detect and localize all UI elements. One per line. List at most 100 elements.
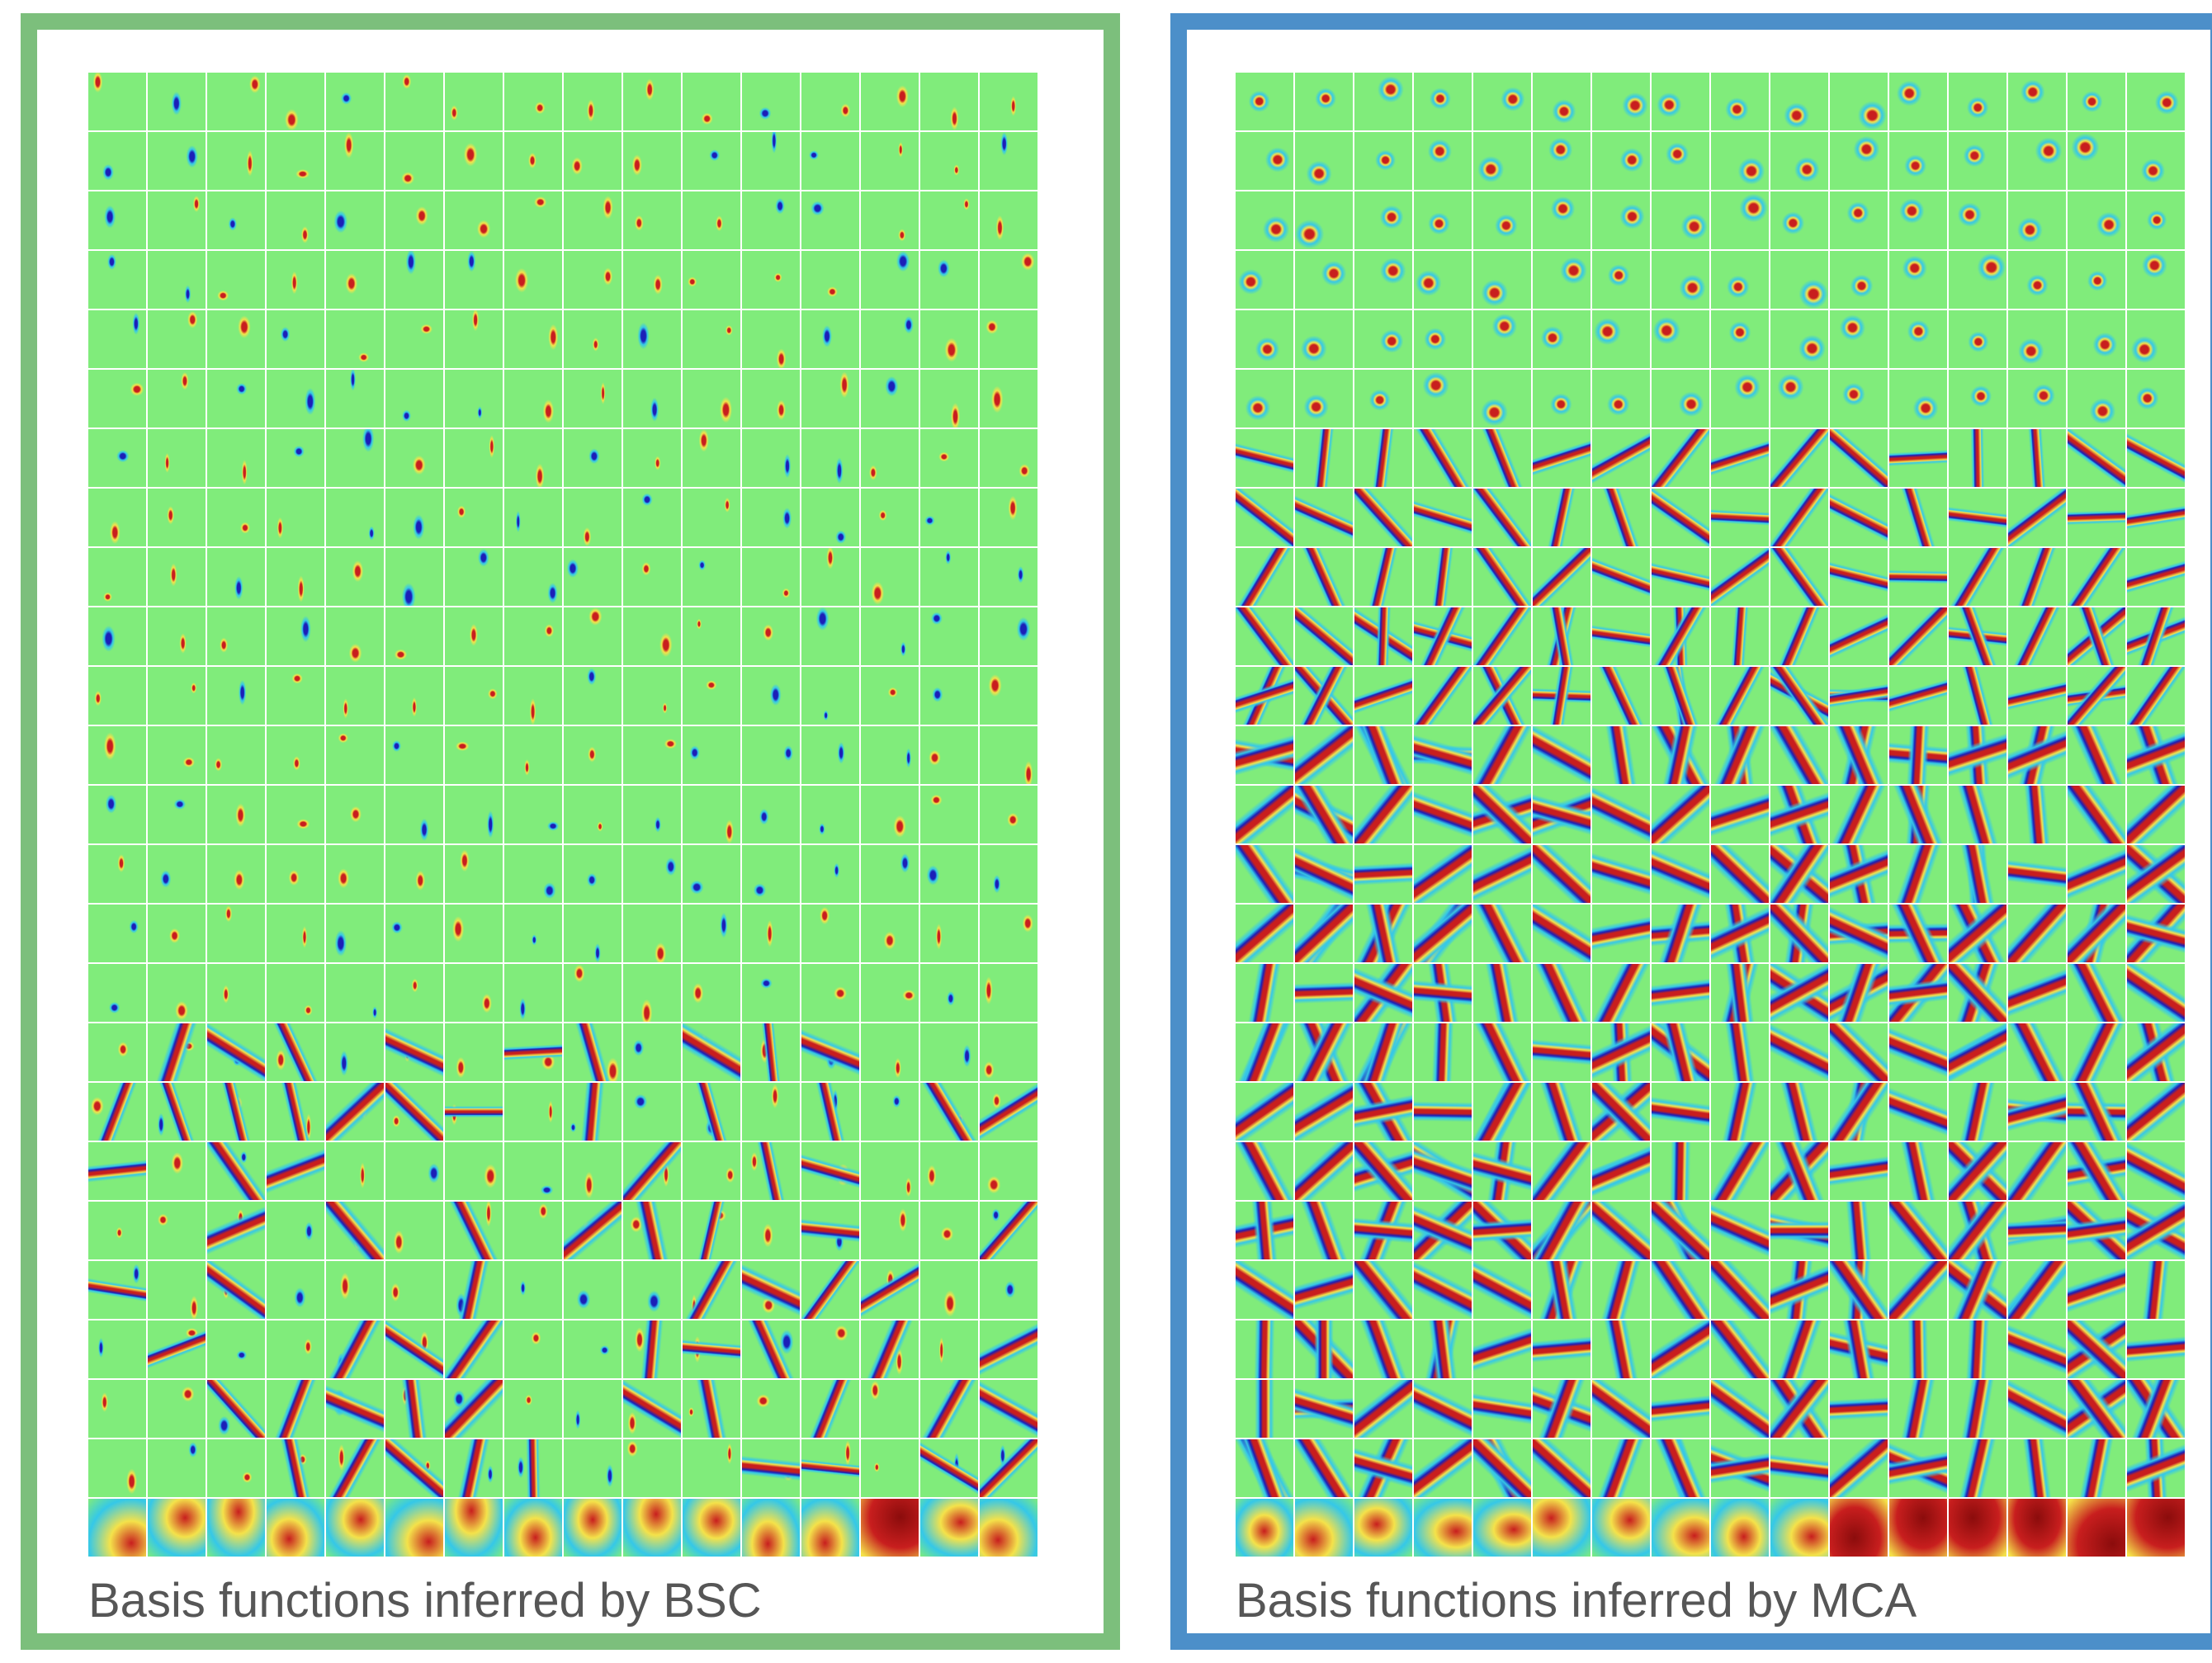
basis-function-tile [742, 726, 800, 784]
basis-function-tile [385, 489, 443, 546]
basis-function-tile [801, 310, 859, 368]
basis-function-tile [742, 1499, 800, 1557]
basis-function-tile [920, 489, 978, 546]
basis-function-tile [207, 73, 265, 130]
basis-function-tile [2008, 726, 2066, 784]
basis-function-tile [564, 964, 622, 1022]
basis-function-tile [1652, 607, 1709, 665]
basis-function-tile [2068, 1023, 2125, 1081]
basis-function-tile [326, 310, 384, 368]
basis-function-tile [1236, 1083, 1293, 1141]
basis-function-tile [980, 1439, 1037, 1497]
basis-function-tile [385, 1320, 443, 1378]
basis-function-tile [683, 1261, 740, 1319]
basis-function-tile [2127, 489, 2185, 546]
basis-function-tile [1354, 1439, 1412, 1497]
basis-function-tile [1414, 370, 1472, 428]
basis-function-tile [148, 607, 206, 665]
basis-function-tile [148, 73, 206, 130]
basis-function-tile [1949, 489, 2006, 546]
basis-function-tile [1949, 370, 2006, 428]
basis-function-tile [445, 429, 503, 487]
basis-function-tile [2127, 73, 2185, 130]
basis-function-tile [207, 1439, 265, 1497]
basis-function-tile [148, 667, 206, 725]
basis-function-tile [1889, 607, 1947, 665]
basis-function-tile [801, 1083, 859, 1141]
basis-function-tile [1533, 191, 1590, 249]
basis-function-tile [683, 845, 740, 903]
basis-function-tile [445, 548, 503, 606]
basis-function-tile [861, 548, 919, 606]
basis-function-tile [1830, 489, 1888, 546]
basis-function-tile [801, 1142, 859, 1200]
basis-function-tile [1295, 1142, 1353, 1200]
basis-function-tile [1889, 73, 1947, 130]
basis-function-tile [1473, 251, 1531, 309]
basis-function-tile [1652, 964, 1709, 1022]
bsc-panel: Basis functions inferred by BSC [21, 13, 1120, 1650]
basis-function-tile [1236, 191, 1293, 249]
basis-function-tile [88, 1439, 146, 1497]
basis-function-tile [2008, 429, 2066, 487]
basis-function-tile [1414, 845, 1472, 903]
basis-function-tile [1830, 964, 1888, 1022]
basis-function-tile [564, 607, 622, 665]
basis-function-tile [1711, 73, 1769, 130]
basis-function-tile [1652, 370, 1709, 428]
basis-function-tile [801, 370, 859, 428]
basis-function-tile [148, 132, 206, 190]
basis-function-tile [920, 1083, 978, 1141]
basis-function-tile [742, 1202, 800, 1259]
basis-function-tile [1414, 786, 1472, 843]
basis-function-tile [445, 1499, 503, 1557]
basis-function-tile [801, 548, 859, 606]
basis-function-tile [1592, 132, 1650, 190]
basis-function-tile [1414, 1499, 1472, 1557]
basis-function-tile [2127, 1380, 2185, 1438]
bsc-basis-grid [88, 73, 1037, 1557]
basis-function-tile [1652, 1499, 1709, 1557]
basis-function-tile [861, 1380, 919, 1438]
basis-function-tile [385, 1023, 443, 1081]
basis-function-tile [1533, 667, 1590, 725]
basis-function-tile [623, 1083, 681, 1141]
basis-function-tile [1770, 548, 1828, 606]
basis-function-tile [267, 310, 324, 368]
basis-function-tile [1770, 73, 1828, 130]
basis-function-tile [504, 1202, 562, 1259]
basis-function-tile [683, 370, 740, 428]
basis-function-tile [1414, 73, 1472, 130]
basis-function-tile [207, 370, 265, 428]
basis-function-tile [2068, 1142, 2125, 1200]
basis-function-tile [445, 607, 503, 665]
basis-function-tile [445, 964, 503, 1022]
basis-function-tile [1236, 548, 1293, 606]
basis-function-tile [504, 191, 562, 249]
basis-function-tile [326, 1083, 384, 1141]
basis-function-tile [1830, 1439, 1888, 1497]
basis-function-tile [623, 726, 681, 784]
basis-function-tile [564, 73, 622, 130]
basis-function-tile [564, 1499, 622, 1557]
basis-function-tile [2008, 251, 2066, 309]
basis-function-tile [980, 1083, 1037, 1141]
basis-function-tile [980, 1142, 1037, 1200]
basis-function-tile [1711, 489, 1769, 546]
basis-function-tile [1889, 1202, 1947, 1259]
basis-function-tile [1414, 607, 1472, 665]
basis-function-tile [920, 964, 978, 1022]
basis-function-tile [326, 1320, 384, 1378]
basis-function-tile [623, 607, 681, 665]
basis-function-tile [267, 191, 324, 249]
basis-function-tile [1473, 845, 1531, 903]
basis-function-tile [1473, 132, 1531, 190]
basis-function-tile [207, 548, 265, 606]
basis-function-tile [861, 1439, 919, 1497]
basis-function-tile [1830, 429, 1888, 487]
basis-function-tile [2127, 726, 2185, 784]
basis-function-tile [742, 1380, 800, 1438]
basis-function-tile [1592, 1499, 1650, 1557]
basis-function-tile [920, 1499, 978, 1557]
basis-function-tile [1295, 370, 1353, 428]
